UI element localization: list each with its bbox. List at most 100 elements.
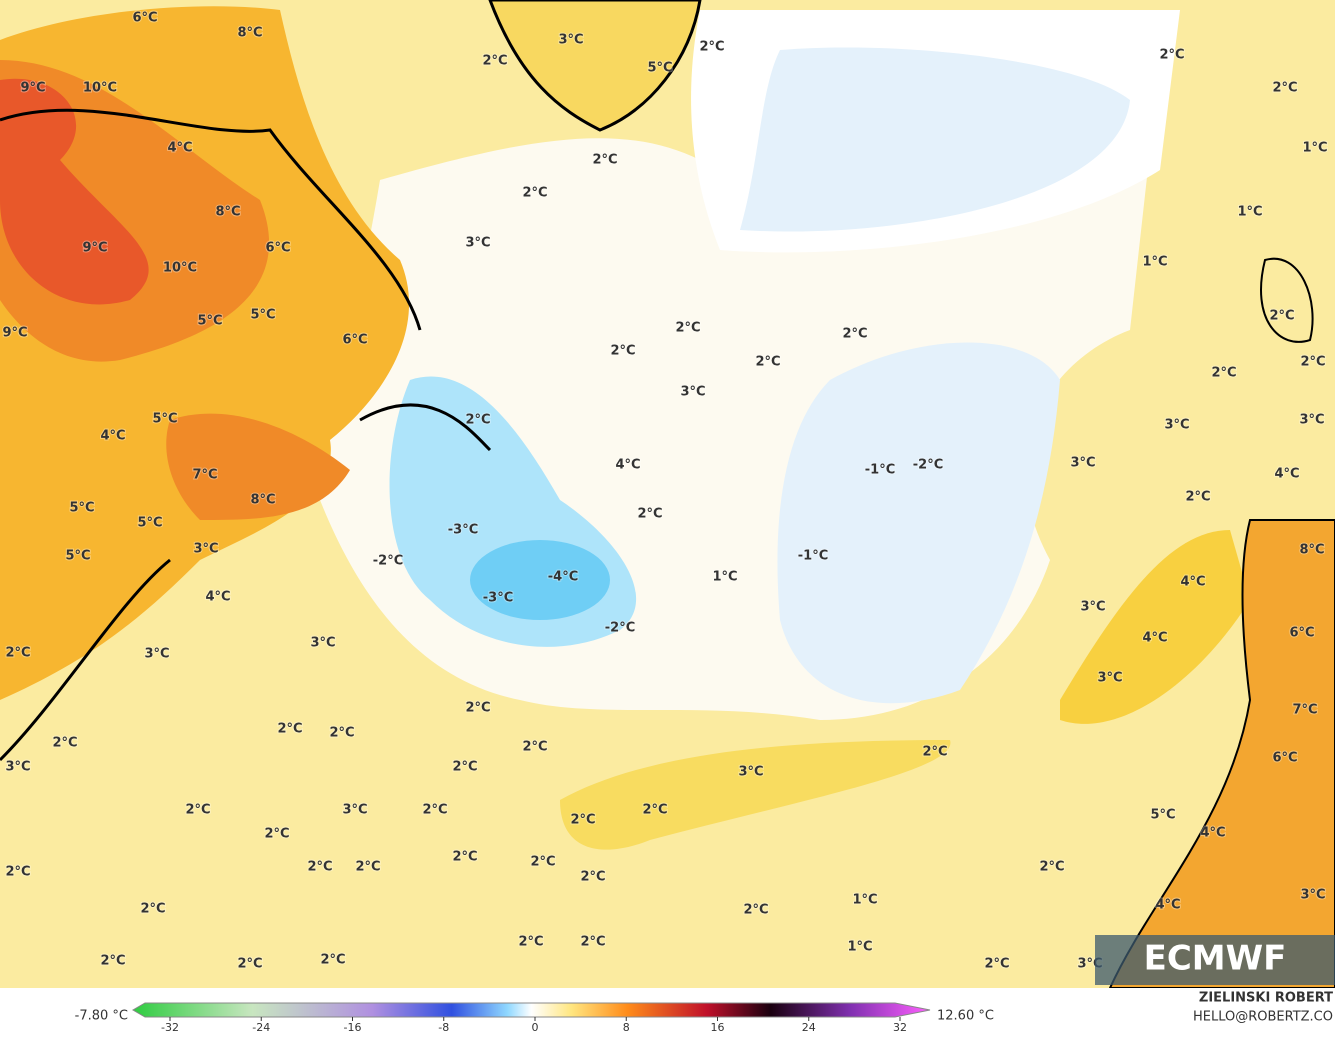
temperature-label: 2°C bbox=[610, 344, 635, 359]
temperature-label: 2°C bbox=[452, 850, 477, 865]
warm-anomaly bbox=[1060, 530, 1250, 724]
coastline bbox=[0, 108, 492, 762]
colorbar-tick-label: 24 bbox=[802, 1021, 816, 1034]
temperature-label: 2°C bbox=[1269, 309, 1294, 324]
temperature-label: 3°C bbox=[1300, 888, 1325, 903]
temperature-label: -1°C bbox=[865, 463, 895, 478]
temperature-label: 4°C bbox=[167, 141, 192, 156]
colorbar-tick-label: -16 bbox=[344, 1021, 362, 1034]
temperature-label: 2°C bbox=[1272, 81, 1297, 96]
temperature-label: 2°C bbox=[277, 722, 302, 737]
temperature-label: 3°C bbox=[680, 385, 705, 400]
temperature-label: 2°C bbox=[52, 736, 77, 751]
credit-email: HELLO@ROBERTZ.CO bbox=[1193, 1010, 1333, 1025]
temperature-label: 6°C bbox=[1272, 751, 1297, 766]
temperature-label: 3°C bbox=[1070, 456, 1095, 471]
temperature-label: 2°C bbox=[307, 860, 332, 875]
temperature-label: 2°C bbox=[5, 646, 30, 661]
credit-name: ZIELINSKI ROBERT bbox=[1199, 991, 1333, 1006]
colorbar-tick-label: -32 bbox=[161, 1021, 179, 1034]
temperature-label: 10°C bbox=[163, 261, 197, 276]
temperature-label: -2°C bbox=[605, 621, 635, 636]
temperature-label: 2°C bbox=[329, 726, 354, 741]
cold-anomaly bbox=[470, 540, 610, 620]
temperature-label: 2°C bbox=[1300, 355, 1325, 370]
temperature-label: 8°C bbox=[215, 205, 240, 220]
temperature-label: 4°C bbox=[100, 429, 125, 444]
colorbar-tick-label: 16 bbox=[711, 1021, 725, 1034]
temperature-label: 2°C bbox=[355, 860, 380, 875]
temperature-label: 1°C bbox=[1142, 255, 1167, 270]
temperature-label: 10°C bbox=[83, 81, 117, 96]
ireland bbox=[1260, 257, 1314, 343]
temperature-label: 4°C bbox=[205, 590, 230, 605]
temperature-label: 3°C bbox=[558, 33, 583, 48]
warm-anomaly bbox=[560, 740, 951, 850]
temperature-label: -3°C bbox=[448, 523, 478, 538]
temperature-label: 5°C bbox=[197, 314, 222, 329]
colorbar-min: -7.80 °C bbox=[75, 1009, 128, 1024]
temperature-label: 2°C bbox=[530, 855, 555, 870]
temperature-label: 9°C bbox=[82, 241, 107, 256]
temperature-label: 2°C bbox=[1039, 860, 1064, 875]
temperature-label: -2°C bbox=[913, 458, 943, 473]
greenland bbox=[488, 0, 702, 132]
colorbar-tick-label: 0 bbox=[532, 1021, 539, 1034]
temperature-label: 2°C bbox=[5, 865, 30, 880]
temperature-label: 2°C bbox=[580, 870, 605, 885]
temperature-label: 2°C bbox=[522, 740, 547, 755]
temperature-label: 3°C bbox=[738, 765, 763, 780]
logo-box bbox=[1095, 935, 1335, 985]
temperature-label: 2°C bbox=[922, 745, 947, 760]
temperature-label: 2°C bbox=[452, 760, 477, 775]
temperature-label: 6°C bbox=[342, 333, 367, 348]
temperature-label: 5°C bbox=[69, 501, 94, 516]
colorbar-tick-label: 32 bbox=[893, 1021, 907, 1034]
land-hot bbox=[0, 78, 149, 305]
temperature-label: 2°C bbox=[518, 935, 543, 950]
temperature-label: 5°C bbox=[152, 412, 177, 427]
temperature-label: 1°C bbox=[712, 570, 737, 585]
temperature-label: 2°C bbox=[637, 507, 662, 522]
temperature-label: 3°C bbox=[144, 647, 169, 662]
temperature-label: 7°C bbox=[192, 468, 217, 483]
temperature-label: 1°C bbox=[852, 893, 877, 908]
temperature-label: 9°C bbox=[20, 81, 45, 96]
temperature-label: 2°C bbox=[237, 957, 262, 972]
colorbar-tick-label: -8 bbox=[438, 1021, 449, 1034]
temperature-label: 8°C bbox=[237, 26, 262, 41]
temperature-label: 5°C bbox=[137, 516, 162, 531]
temperature-label: 3°C bbox=[1080, 600, 1105, 615]
temperature-label: 2°C bbox=[1211, 366, 1236, 381]
temperature-label: 3°C bbox=[1097, 671, 1122, 686]
temperature-label: 2°C bbox=[264, 827, 289, 842]
temperature-label: 7°C bbox=[1292, 703, 1317, 718]
temperature-label: 5°C bbox=[1150, 808, 1175, 823]
temperature-label: 6°C bbox=[1289, 626, 1314, 641]
temperature-label: 2°C bbox=[755, 355, 780, 370]
temperature-label: 5°C bbox=[250, 308, 275, 323]
temperature-label: 2°C bbox=[100, 954, 125, 969]
temperature-label: 2°C bbox=[984, 957, 1009, 972]
temperature-label: 5°C bbox=[65, 549, 90, 564]
colorbar bbox=[132, 1002, 931, 1018]
temperature-label: 2°C bbox=[465, 701, 490, 716]
temperature-label: 4°C bbox=[1274, 467, 1299, 482]
temperature-label: 4°C bbox=[1180, 575, 1205, 590]
cold-anomaly bbox=[777, 342, 1060, 704]
temperature-label: 8°C bbox=[1299, 543, 1324, 558]
temperature-label: -1°C bbox=[798, 549, 828, 564]
temperature-label: 8°C bbox=[250, 493, 275, 508]
temperature-label: 9°C bbox=[2, 326, 27, 341]
temperature-label: 2°C bbox=[1159, 48, 1184, 63]
temperature-label: 1°C bbox=[847, 940, 872, 955]
temperature-label: 5°C bbox=[647, 61, 672, 76]
temperature-label: 3°C bbox=[342, 803, 367, 818]
temperature-label: 3°C bbox=[1164, 418, 1189, 433]
temperature-label: 3°C bbox=[193, 542, 218, 557]
temperature-label: 2°C bbox=[140, 902, 165, 917]
temperature-label: 4°C bbox=[1200, 826, 1225, 841]
temperature-label: -4°C bbox=[548, 570, 578, 585]
temperature-label: 2°C bbox=[675, 321, 700, 336]
temperature-label: 2°C bbox=[320, 953, 345, 968]
